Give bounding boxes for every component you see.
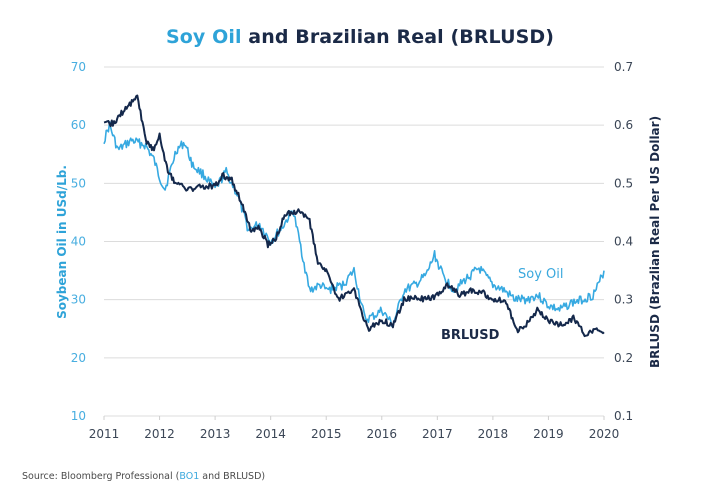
- y-right-tick-label: 0.4: [614, 235, 633, 249]
- x-tick-label: 2013: [200, 427, 231, 441]
- y-left-tick-label: 50: [71, 176, 86, 190]
- y-right-tick-label: 0.5: [614, 176, 633, 190]
- series-lines: [103, 94, 605, 338]
- y-left-tick-label: 60: [71, 118, 86, 132]
- y-right-tick-label: 0.7: [614, 60, 633, 74]
- y-right-tick-label: 0.1: [614, 409, 633, 423]
- chart-title-accent: Soy Oil: [165, 26, 242, 48]
- y-left-tick-label: 30: [71, 293, 86, 307]
- x-tick-label: 2011: [89, 427, 120, 441]
- x-tick-label: 2018: [478, 427, 509, 441]
- y-axis-right-ticks: 0.1 0.2 0.3 0.4 0.5 0.6 0.7: [614, 60, 633, 423]
- x-tick-label: 2012: [144, 427, 175, 441]
- gridlines: [104, 66, 604, 417]
- y-left-tick-label: 20: [71, 351, 86, 365]
- y-left-tick-label: 10: [71, 409, 86, 423]
- source-suffix: and BRLUSD): [199, 471, 266, 482]
- y-axis-left-label: Soybean Oil in USd/Lb.: [55, 165, 69, 319]
- source-ticker: BO1: [179, 471, 200, 482]
- y-right-tick-label: 0.3: [614, 293, 633, 307]
- x-tick-label: 2020: [589, 427, 620, 441]
- y-right-tick-label: 0.6: [614, 118, 633, 132]
- y-axis-left-ticks: 10 20 30 40 50 60 70: [71, 60, 86, 423]
- y-left-tick-label: 70: [71, 60, 86, 74]
- series-label-brlusd: BRLUSD: [441, 328, 500, 343]
- series-line-brlusd: [103, 94, 605, 338]
- x-tick-label: 2016: [367, 427, 398, 441]
- x-tick-label: 2014: [255, 427, 286, 441]
- x-tick-label: 2019: [533, 427, 564, 441]
- y-right-tick-label: 0.2: [614, 351, 633, 365]
- series-label-soy-oil: Soy Oil: [518, 267, 564, 282]
- source-note: Source: Bloomberg Professional (BO1 and …: [22, 471, 265, 482]
- source-prefix: Source: Bloomberg Professional (: [22, 471, 180, 482]
- x-tick-label: 2015: [311, 427, 342, 441]
- chart-title: Soy Oil and Brazilian Real (BRLUSD): [0, 26, 720, 48]
- y-left-tick-label: 40: [71, 235, 86, 249]
- chart-title-rest: and Brazilian Real (BRLUSD): [241, 26, 555, 48]
- series-line-soy-oil: [103, 121, 605, 328]
- x-tick-label: 2017: [422, 427, 453, 441]
- x-axis-ticks: 2011 2012 2013 2014 2015 2016 2017 2018 2019 2020: [89, 416, 620, 441]
- y-axis-right-label: BRLUSD (Brazlian Real Per US Dollar): [648, 116, 662, 368]
